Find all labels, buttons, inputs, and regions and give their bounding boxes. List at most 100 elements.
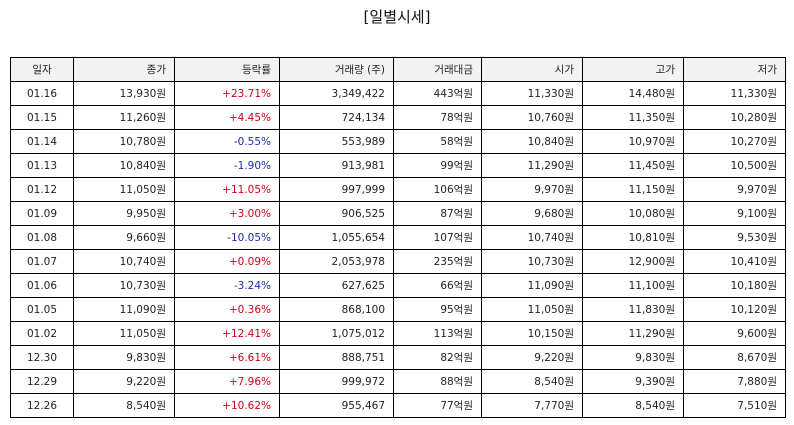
- table-row: 01.13 10,840원 -1.90% 913,981 99억원 11,290원 11,4…: [10, 153, 786, 178]
- cell-change-rate: +4.45%: [174, 105, 280, 130]
- cell-trade-amount: 443억원: [393, 81, 482, 106]
- cell-date: 01.16: [10, 81, 74, 106]
- cell-date: 01.07: [10, 249, 74, 274]
- cell-high: 10,080원: [582, 201, 684, 226]
- cell-high: 10,810원: [582, 225, 684, 250]
- cell-date: 01.08: [10, 225, 74, 250]
- cell-open: 9,970원: [481, 177, 583, 202]
- cell-trade-amount: 77억원: [393, 393, 482, 418]
- header-change-rate: 등락률: [174, 57, 280, 82]
- cell-close: 13,930원: [73, 81, 175, 106]
- header-high: 고가: [582, 57, 684, 82]
- table-row: 01.07 10,740원 +0.09% 2,053,978 235억원 10,730원 1…: [10, 249, 786, 274]
- cell-volume: 913,981: [279, 153, 394, 178]
- cell-close: 10,840원: [73, 153, 175, 178]
- cell-trade-amount: 106억원: [393, 177, 482, 202]
- cell-open: 11,290원: [481, 153, 583, 178]
- cell-trade-amount: 78억원: [393, 105, 482, 130]
- header-low: 저가: [683, 57, 786, 82]
- cell-volume: 627,625: [279, 273, 394, 298]
- cell-date: 01.12: [10, 177, 74, 202]
- cell-date: 01.14: [10, 129, 74, 154]
- table-row: 01.05 11,090원 +0.36% 868,100 95억원 11,050원 11,8…: [10, 297, 786, 322]
- table-header-row: 일자 종가 등락률 거래량 (주) 거래대금 시가 고가 저가: [10, 57, 786, 82]
- cell-close: 11,260원: [73, 105, 175, 130]
- cell-open: 9,680원: [481, 201, 583, 226]
- cell-close: 9,830원: [73, 345, 175, 370]
- header-open: 시가: [481, 57, 583, 82]
- table-row: 01.16 13,930원 +23.71% 3,349,422 443억원 11,330원…: [10, 81, 786, 106]
- cell-date: 01.02: [10, 321, 74, 346]
- header-volume: 거래량 (주): [279, 57, 394, 82]
- cell-open: 11,330원: [481, 81, 583, 106]
- cell-trade-amount: 107억원: [393, 225, 482, 250]
- cell-open: 8,540원: [481, 369, 583, 394]
- cell-close: 10,730원: [73, 273, 175, 298]
- cell-volume: 868,100: [279, 297, 394, 322]
- cell-open: 10,150원: [481, 321, 583, 346]
- cell-volume: 1,075,012: [279, 321, 394, 346]
- cell-low: 10,120원: [683, 297, 786, 322]
- table-row: 01.06 10,730원 -3.24% 627,625 66억원 11,090원 11,1…: [10, 273, 786, 298]
- header-close: 종가: [73, 57, 175, 82]
- cell-high: 11,150원: [582, 177, 684, 202]
- table-row: 12.30 9,830원 +6.61% 888,751 82억원 9,220원 9,830원…: [10, 345, 786, 370]
- cell-high: 11,830원: [582, 297, 684, 322]
- cell-low: 9,600원: [683, 321, 786, 346]
- cell-trade-amount: 235억원: [393, 249, 482, 274]
- cell-date: 01.13: [10, 153, 74, 178]
- cell-date: 01.05: [10, 297, 74, 322]
- cell-close: 9,950원: [73, 201, 175, 226]
- cell-low: 9,100원: [683, 201, 786, 226]
- cell-high: 9,830원: [582, 345, 684, 370]
- cell-low: 10,180원: [683, 273, 786, 298]
- header-date: 일자: [10, 57, 74, 82]
- table-row: 12.29 9,220원 +7.96% 999,972 88억원 8,540원 9,390원…: [10, 369, 786, 394]
- cell-trade-amount: 66억원: [393, 273, 482, 298]
- cell-low: 7,880원: [683, 369, 786, 394]
- cell-low: 10,280원: [683, 105, 786, 130]
- cell-volume: 724,134: [279, 105, 394, 130]
- cell-volume: 906,525: [279, 201, 394, 226]
- cell-date: 01.06: [10, 273, 74, 298]
- table-row: 01.15 11,260원 +4.45% 724,134 78억원 10,760원 11,3…: [10, 105, 786, 130]
- cell-low: 10,500원: [683, 153, 786, 178]
- cell-high: 11,350원: [582, 105, 684, 130]
- cell-close: 11,050원: [73, 177, 175, 202]
- cell-change-rate: +12.41%: [174, 321, 280, 346]
- cell-high: 14,480원: [582, 81, 684, 106]
- table-row: 01.12 11,050원 +11.05% 997,999 106억원 9,970원 11,…: [10, 177, 786, 202]
- cell-high: 11,100원: [582, 273, 684, 298]
- cell-close: 10,780원: [73, 129, 175, 154]
- cell-trade-amount: 113억원: [393, 321, 482, 346]
- cell-close: 10,740원: [73, 249, 175, 274]
- cell-change-rate: +0.36%: [174, 297, 280, 322]
- cell-low: 9,530원: [683, 225, 786, 250]
- cell-open: 10,760원: [481, 105, 583, 130]
- cell-volume: 1,055,654: [279, 225, 394, 250]
- cell-volume: 999,972: [279, 369, 394, 394]
- cell-change-rate: +7.96%: [174, 369, 280, 394]
- cell-open: 10,730원: [481, 249, 583, 274]
- cell-low: 9,970원: [683, 177, 786, 202]
- cell-trade-amount: 58억원: [393, 129, 482, 154]
- page-title: [일별시세]: [363, 8, 431, 26]
- cell-change-rate: +3.00%: [174, 201, 280, 226]
- header-trade-amount: 거래대금: [393, 57, 482, 82]
- cell-close: 8,540원: [73, 393, 175, 418]
- table-row: 01.14 10,780원 -0.55% 553,989 58억원 10,840원 10,9…: [10, 129, 786, 154]
- cell-date: 01.15: [10, 105, 74, 130]
- cell-trade-amount: 88억원: [393, 369, 482, 394]
- cell-date: 12.30: [10, 345, 74, 370]
- cell-open: 10,740원: [481, 225, 583, 250]
- cell-low: 10,270원: [683, 129, 786, 154]
- cell-close: 11,050원: [73, 321, 175, 346]
- cell-close: 9,220원: [73, 369, 175, 394]
- table-row: 12.26 8,540원 +10.62% 955,467 77억원 7,770원 8,540…: [10, 393, 786, 418]
- table-body: 01.16 13,930원 +23.71% 3,349,422 443억원 11,330원…: [10, 81, 786, 418]
- cell-low: 8,670원: [683, 345, 786, 370]
- cell-high: 11,450원: [582, 153, 684, 178]
- cell-low: 11,330원: [683, 81, 786, 106]
- cell-volume: 553,989: [279, 129, 394, 154]
- cell-high: 10,970원: [582, 129, 684, 154]
